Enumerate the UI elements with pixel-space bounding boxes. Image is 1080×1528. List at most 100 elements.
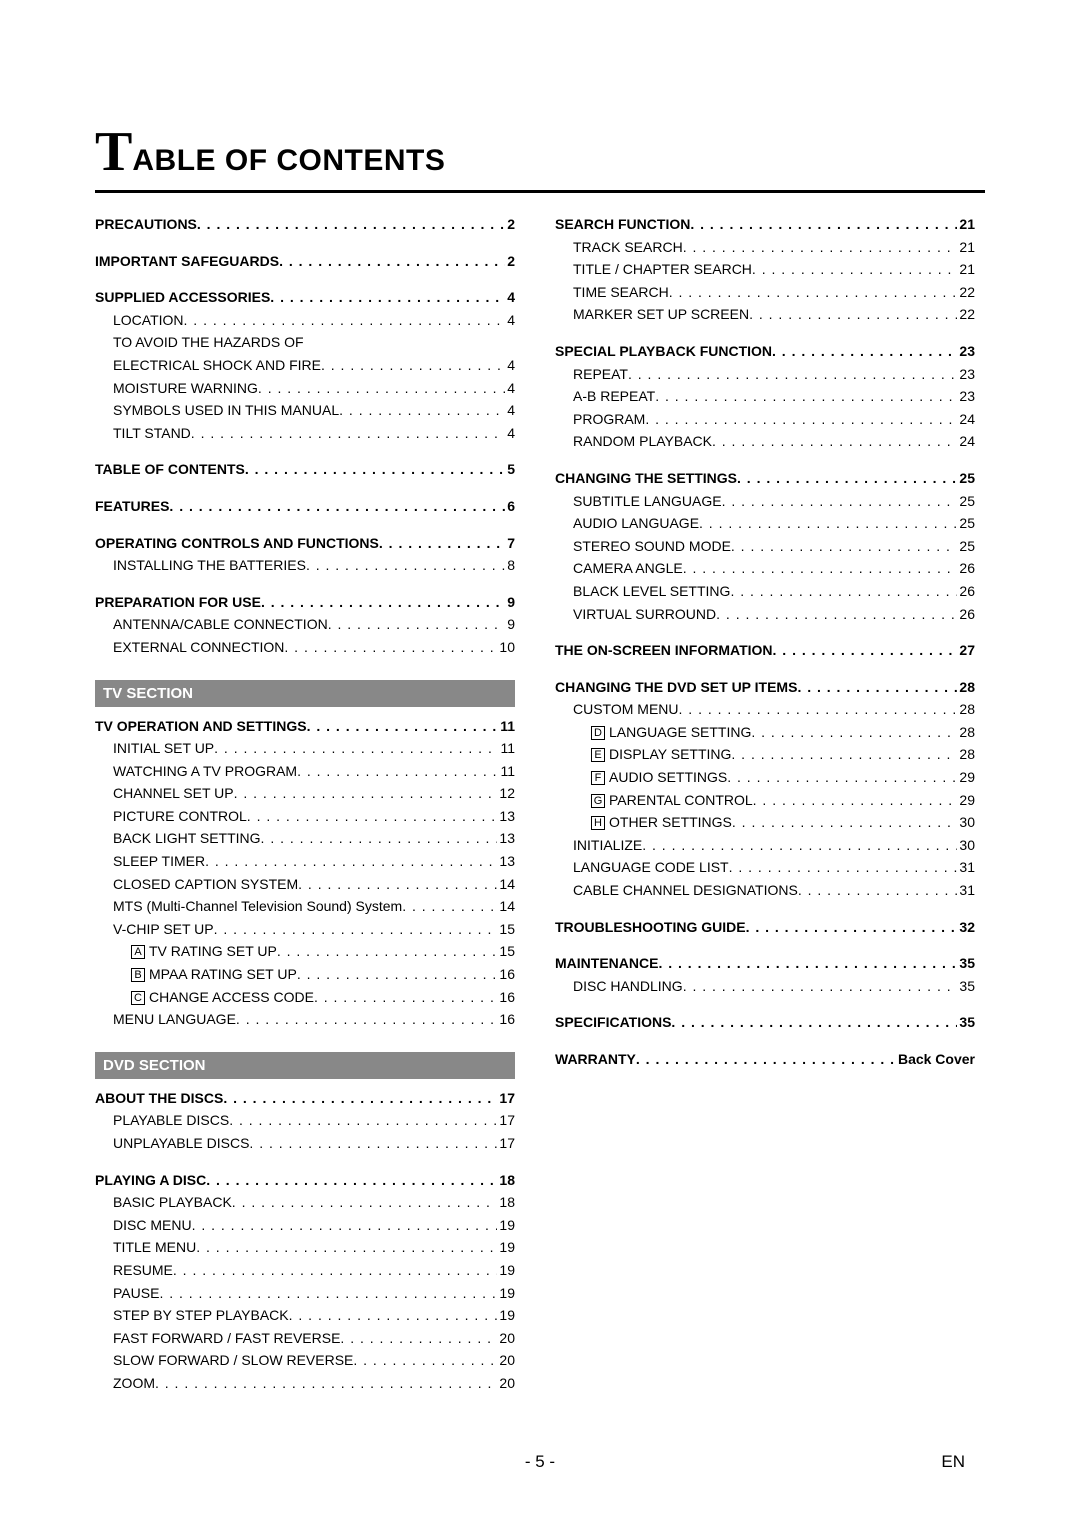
toc-entry: PROGRAM24 [555, 410, 975, 430]
toc-entry: STEREO SOUND MODE25 [555, 537, 975, 557]
toc-label: ELECTRICAL SHOCK AND FIRE [113, 356, 321, 376]
toc-label: INITIALIZE [573, 836, 642, 856]
toc-box-letter: C [131, 991, 145, 1005]
toc-label: PROGRAM [573, 410, 645, 430]
toc-leader [642, 836, 957, 856]
toc-leader [297, 762, 498, 782]
toc-entry: HOTHER SETTINGS30 [555, 813, 975, 833]
toc-box-letter: A [131, 945, 145, 959]
toc-page: 4 [505, 356, 515, 376]
toc-entry: TITLE MENU19 [95, 1238, 515, 1258]
toc-gap [555, 627, 975, 641]
toc-entry: PLAYABLE DISCS17 [95, 1111, 515, 1131]
toc-entry: MENU LANGUAGE16 [95, 1010, 515, 1030]
toc-page: 11 [498, 717, 515, 737]
toc-page: 23 [957, 365, 975, 385]
toc-page: 11 [498, 762, 515, 782]
toc-page: 21 [957, 215, 975, 235]
toc-entry: MAINTENANCE35 [555, 954, 975, 974]
toc-label: SPECIAL PLAYBACK FUNCTION [555, 342, 772, 362]
toc-page: 4 [505, 401, 515, 421]
toc-label: UNPLAYABLE DISCS [113, 1134, 249, 1154]
toc-page: 25 [957, 492, 975, 512]
toc-page: 35 [957, 977, 975, 997]
page-number: - 5 - [525, 1452, 555, 1471]
toc-entry: CCHANGE ACCESS CODE16 [95, 988, 515, 1008]
toc-entry: DISC HANDLING35 [555, 977, 975, 997]
toc-entry: SEARCH FUNCTION21 [555, 215, 975, 235]
toc-leader [339, 401, 505, 421]
toc-entry: TRACK SEARCH21 [555, 238, 975, 258]
toc-page: 20 [497, 1374, 515, 1394]
toc-leader [402, 897, 497, 917]
toc-columns: PRECAUTIONS2IMPORTANT SAFEGUARDS2SUPPLIE… [95, 215, 985, 1397]
toc-page: 19 [497, 1261, 515, 1281]
title-rule [95, 190, 985, 193]
toc-leader [716, 605, 957, 625]
toc-box-letter: F [591, 771, 605, 785]
toc-page: 9 [505, 593, 515, 613]
toc-entry: FAUDIO SETTINGS29 [555, 768, 975, 788]
toc-entry: CHANNEL SET UP12 [95, 784, 515, 804]
toc-page: 26 [957, 605, 975, 625]
toc-label: TROUBLESHOOTING GUIDE [555, 918, 746, 938]
toc-leader [192, 1216, 498, 1236]
toc-page: 19 [497, 1238, 515, 1258]
toc-label: V-CHIP SET UP [113, 920, 214, 940]
toc-label: CCHANGE ACCESS CODE [131, 988, 314, 1008]
toc-gap [95, 238, 515, 252]
toc-leader [712, 432, 957, 452]
toc-entry: UNPLAYABLE DISCS 17 [95, 1134, 515, 1154]
toc-label: SLOW FORWARD / SLOW REVERSE [113, 1351, 353, 1371]
toc-entry: INITIAL SET UP 11 [95, 739, 515, 759]
toc-leader [730, 582, 957, 602]
toc-entry: TROUBLESHOOTING GUIDE32 [555, 918, 975, 938]
toc-label: MAINTENANCE [555, 954, 658, 974]
toc-page: 28 [957, 723, 975, 743]
toc-leader [636, 1050, 896, 1070]
toc-label: SLEEP TIMER [113, 852, 205, 872]
toc-page: 11 [498, 739, 515, 759]
toc-leader [245, 460, 505, 480]
toc-label: CUSTOM MENU [573, 700, 679, 720]
page-footer: - 5 - EN [0, 1452, 1080, 1472]
toc-box-letter: G [591, 794, 605, 808]
toc-label: FEATURES [95, 497, 169, 517]
toc-entry: CAMERA ANGLE26 [555, 559, 975, 579]
toc-label: ZOOM [113, 1374, 155, 1394]
toc-entry: MARKER SET UP SCREEN22 [555, 305, 975, 325]
toc-leader [205, 852, 497, 872]
title-rest: ABLE OF CONTENTS [132, 144, 445, 177]
toc-leader [772, 342, 957, 362]
toc-leader [184, 311, 506, 331]
toc-page: 7 [505, 534, 515, 554]
toc-entry: DLANGUAGE SETTING28 [555, 723, 975, 743]
toc-leader [683, 977, 958, 997]
toc-gap [555, 940, 975, 954]
toc-gap [555, 455, 975, 469]
toc-page: 25 [957, 469, 975, 489]
toc-leader [247, 807, 498, 827]
toc-gap [555, 328, 975, 342]
toc-label: ATV RATING SET UP [131, 942, 277, 962]
toc-left-column: PRECAUTIONS2IMPORTANT SAFEGUARDS2SUPPLIE… [95, 215, 515, 1397]
toc-box-letter: B [131, 968, 145, 982]
toc-page: 17 [497, 1134, 515, 1154]
toc-entry: TV OPERATION AND SETTINGS11 [95, 717, 515, 737]
toc-entry: THE ON-SCREEN INFORMATION27 [555, 641, 975, 661]
toc-entry: BACK LIGHT SETTING13 [95, 829, 515, 849]
toc-label: INITIAL SET UP [113, 739, 214, 759]
toc-leader [236, 1010, 498, 1030]
toc-page: 14 [497, 897, 515, 917]
toc-leader [628, 365, 957, 385]
toc-label: OPERATING CONTROLS AND FUNCTIONS [95, 534, 379, 554]
toc-label: EDISPLAY SETTING [591, 745, 731, 765]
toc-leader [196, 1238, 497, 1258]
toc-entry: SUPPLIED ACCESSORIES4 [95, 288, 515, 308]
toc-label: DISC MENU [113, 1216, 192, 1236]
toc-page: 17 [497, 1089, 515, 1109]
toc-leader [270, 288, 505, 308]
toc-leader [731, 537, 958, 557]
toc-page: 8 [505, 556, 515, 576]
toc-leader [722, 492, 958, 512]
